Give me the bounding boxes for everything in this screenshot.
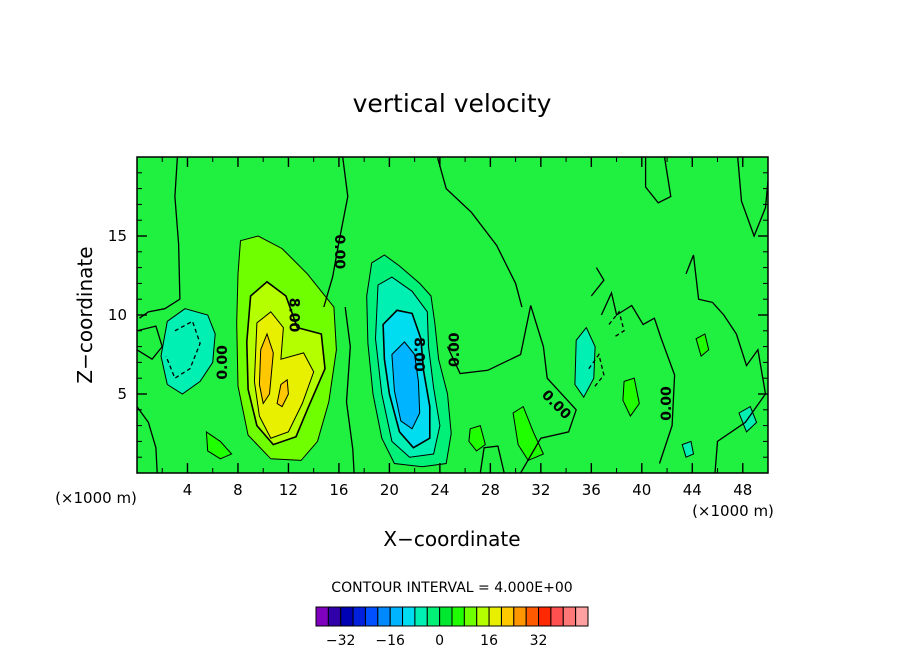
colorbar-swatch-15 xyxy=(488,606,502,627)
y-axis-label: Z−coordinate xyxy=(73,246,97,383)
contour-line-zero-line-13 xyxy=(479,445,505,473)
x-tick-label-40: 40 xyxy=(632,481,651,499)
colorbar-swatch-9 xyxy=(414,606,428,627)
colorbar-swatch-17 xyxy=(513,606,527,627)
contour-fill-weak-up-bottom-a xyxy=(205,430,233,460)
y-tick-label-15: 15 xyxy=(108,227,127,245)
contour-line-zero-line-8 xyxy=(737,157,768,238)
x-unit-right: (×1000 m) xyxy=(692,502,774,520)
contour-label-7: 0.00 xyxy=(659,386,675,421)
x-tick-label-44: 44 xyxy=(683,481,702,499)
contour-line-zero-line-12 xyxy=(137,325,163,361)
colorbar-swatch-3 xyxy=(340,606,354,627)
y-tick-label-10: 10 xyxy=(108,306,127,324)
contour-line-zero-line-3 xyxy=(323,157,349,308)
x-axis-label: X−coordinate xyxy=(383,527,520,551)
colorbar xyxy=(315,606,589,627)
colorbar-swatch-11 xyxy=(439,606,453,627)
contour-line-zero-line-9 xyxy=(685,254,767,473)
colorbar-swatch-12 xyxy=(451,606,465,627)
contour-label-2: 8.00 xyxy=(285,298,301,333)
x-tick-label-20: 20 xyxy=(380,481,399,499)
contour-fill-updraft-level-16 xyxy=(258,332,274,405)
contour-line-zero-line-4 xyxy=(344,307,355,473)
contour-line-zero-line-5 xyxy=(436,157,523,308)
x-tick-label-32: 32 xyxy=(531,481,550,499)
colorbar-tick-labels: −32 −16 0 16 32 xyxy=(326,633,547,649)
contour-line-zero-line-1 xyxy=(139,157,181,319)
colorbar-swatch-6 xyxy=(377,606,391,627)
contour-line-zero-line-2 xyxy=(137,406,158,473)
contour-fill-weak-up-right-a xyxy=(622,377,640,418)
contour-line-neg4-line-right xyxy=(588,352,605,389)
contour-line-neg4-line-right2 xyxy=(608,310,625,338)
x-tick-label-4: 4 xyxy=(183,481,193,499)
chart-title: vertical velocity xyxy=(353,89,552,118)
contour-label-3: 0.00 xyxy=(331,235,347,270)
contour-fill-weak-up-bottom-c xyxy=(468,424,486,452)
colorbar-swatch-5 xyxy=(364,606,379,627)
colorbar-swatch-1 xyxy=(315,606,329,627)
x-tick-label-12: 12 xyxy=(279,481,298,499)
contour-line-neg4-line-left xyxy=(165,320,201,380)
colorbar-swatch-14 xyxy=(476,606,490,627)
x-tick-label-24: 24 xyxy=(430,481,449,499)
colorbar-tick-label-5: 32 xyxy=(530,633,548,649)
x-tick-label-16: 16 xyxy=(329,481,348,499)
contour-line-zero-line-7 xyxy=(644,157,672,204)
colorbar-tick-label-3: 0 xyxy=(435,633,444,649)
x-unit-left: (×1000 m) xyxy=(55,489,137,507)
x-tick-label-8: 8 xyxy=(233,481,243,499)
contour-label-1: 0.00 xyxy=(215,345,231,380)
colorbar-tick-label-2: −16 xyxy=(375,633,405,649)
y-tick-label-5: 5 xyxy=(117,385,127,403)
contour-fill-weak-down-right-a xyxy=(574,326,596,399)
colorbar-swatch-2 xyxy=(327,606,342,627)
colorbar-swatch-22 xyxy=(575,606,589,627)
colorbar-tick-label-1: −32 xyxy=(326,633,356,649)
colorbar-swatch-7 xyxy=(389,606,404,627)
contour-label-5: 0.00 xyxy=(447,332,463,367)
colorbar-swatch-21 xyxy=(562,606,577,627)
colorbar-swatch-10 xyxy=(426,606,441,627)
colorbar-swatch-8 xyxy=(402,606,416,627)
colorbar-swatch-13 xyxy=(463,606,478,627)
colorbar-swatch-19 xyxy=(538,606,552,627)
colorbar-swatch-4 xyxy=(352,606,366,627)
plot-area: 0.008.000.008.00 0.000.00 0.00 4 8 12 16 20 24 2… xyxy=(108,156,769,499)
colorbar-tick-label-4: 16 xyxy=(480,633,498,649)
x-tick-label-28: 28 xyxy=(481,481,500,499)
contour-fill-weak-up-right-b xyxy=(695,333,710,357)
colorbar-swatch-16 xyxy=(500,606,515,627)
contour-fill-weak-down-right-b xyxy=(681,440,695,458)
contour-fields xyxy=(137,157,768,473)
contour-line-zero-line-10 xyxy=(600,290,676,464)
contour-fill-downdraft-level-m12 xyxy=(391,341,421,430)
contour-fill-updraft-core-small xyxy=(276,378,289,408)
contour-fill-weak-down-left xyxy=(160,308,216,395)
contour-line-zero-line-11 xyxy=(590,267,605,297)
contour-line-zero-line-6 xyxy=(446,305,577,473)
x-tick-label-48: 48 xyxy=(733,481,752,499)
contour-label-4: 8.00 xyxy=(410,337,426,372)
colorbar-swatch-18 xyxy=(525,606,540,627)
x-tick-label-36: 36 xyxy=(582,481,601,499)
plot-background xyxy=(137,157,768,473)
colorbar-swatch-20 xyxy=(550,606,564,627)
contour-interval-text: CONTOUR INTERVAL = 4.000E+00 xyxy=(331,580,572,596)
